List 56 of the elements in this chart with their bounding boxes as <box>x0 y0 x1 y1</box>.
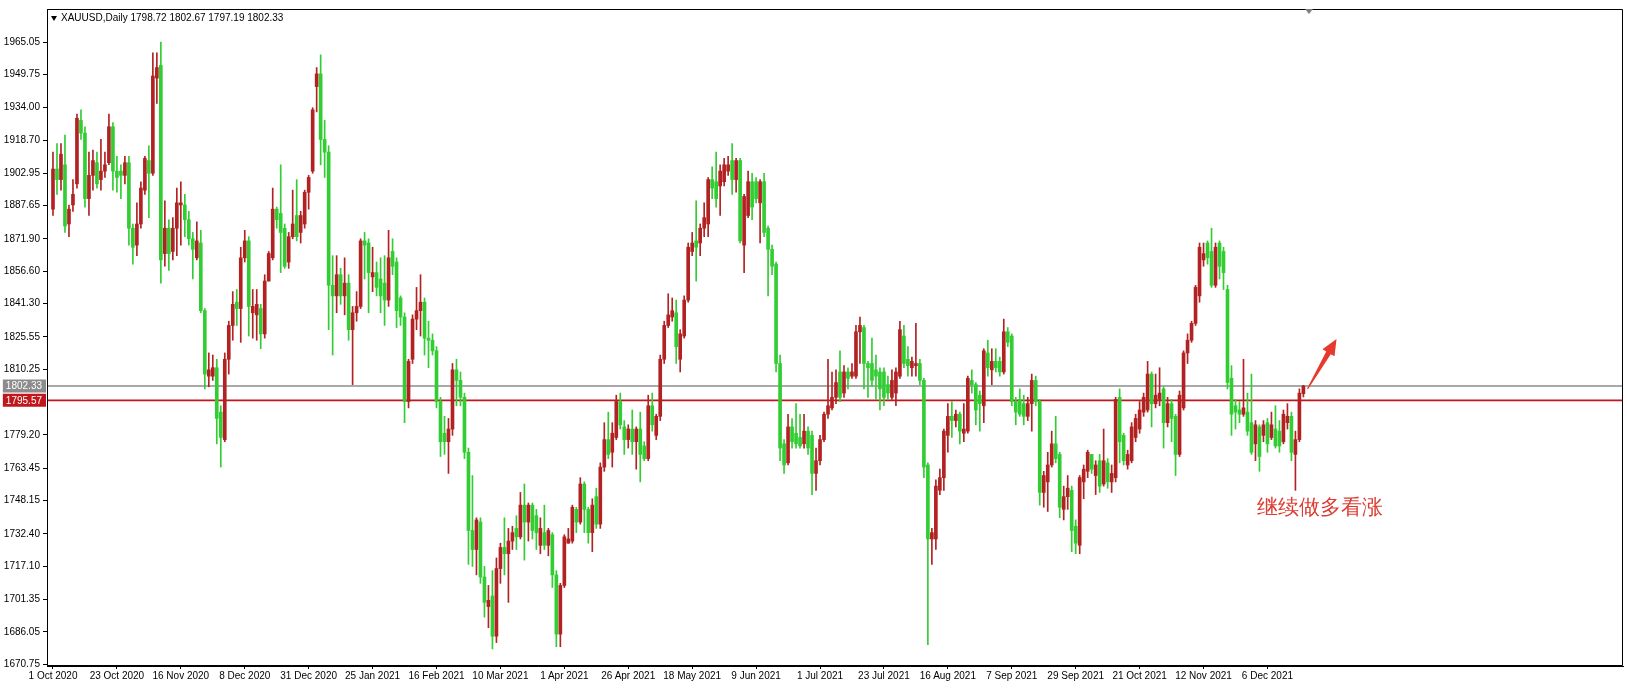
y-tick-label: 1763.45 <box>3 461 41 473</box>
candlestick <box>914 323 918 377</box>
y-tick-label: 1856.60 <box>3 265 41 277</box>
x-tick-label: 1 Oct 2020 <box>28 669 78 681</box>
x-tick-label: 16 Feb 2021 <box>408 669 466 681</box>
x-tick-label: 12 Nov 2021 <box>1175 669 1233 681</box>
x-tick-label: 25 Jan 2021 <box>345 669 401 681</box>
candlestick <box>250 289 255 339</box>
y-tick-label: 1934.00 <box>3 101 41 113</box>
annotation: 继续做多看涨 <box>1257 494 1384 519</box>
y-tick-label: 1841.30 <box>3 297 41 309</box>
candlestick <box>55 143 59 195</box>
y-tick-label: 1701.35 <box>3 593 41 605</box>
y-tick-label: 1887.65 <box>3 199 41 211</box>
x-tick-label: 18 May 2021 <box>663 669 722 681</box>
candlestick <box>989 348 994 385</box>
x-tick-label: 21 Oct 2021 <box>1112 669 1168 681</box>
x-tick-label: 29 Sep 2021 <box>1047 669 1105 681</box>
chart-title: XAUUSD,Daily 1798.72 1802.67 1797.19 1802.33 <box>61 11 284 23</box>
y-tick-label: 1748.15 <box>3 494 41 506</box>
x-tick-label: 16 Aug 2021 <box>919 669 977 681</box>
x-tick-label: 7 Sep 2021 <box>986 669 1038 681</box>
x-tick-label: 1 Apr 2021 <box>540 669 589 681</box>
ref-line-label: 1802.33 <box>5 380 43 392</box>
x-tick-label: 10 Mar 2021 <box>472 669 529 681</box>
y-tick-label: 1825.55 <box>3 330 41 342</box>
x-tick-label: 9 Jun 2021 <box>731 669 782 681</box>
y-tick-label: 1779.20 <box>3 428 41 440</box>
y-tick-label: 1670.75 <box>3 657 41 669</box>
candlestick <box>119 164 123 199</box>
x-tick-label: 26 Apr 2021 <box>601 669 656 681</box>
candlestick <box>99 139 103 191</box>
x-tick-label: 23 Oct 2020 <box>89 669 145 681</box>
y-tick-label: 1949.75 <box>3 68 41 80</box>
x-tick-label: 8 Dec 2020 <box>219 669 271 681</box>
candlestick <box>794 403 798 449</box>
x-tick-label: 6 Dec 2021 <box>1241 669 1294 681</box>
x-tick-label: 1 Jul 2021 <box>796 669 844 681</box>
x-tick-label: 23 Jul 2021 <box>858 669 911 681</box>
candlestick <box>278 164 283 273</box>
candlestick <box>234 289 239 326</box>
y-tick-label: 1871.90 <box>3 232 41 244</box>
x-tick-label: 16 Nov 2020 <box>152 669 210 681</box>
x-tick-label: 31 Dec 2020 <box>280 669 338 681</box>
candlestick <box>950 401 954 438</box>
y-tick-label: 1732.40 <box>3 527 41 539</box>
y-tick-label: 1810.25 <box>3 363 41 375</box>
candlestick <box>206 352 211 388</box>
ref-line-label: 1795.57 <box>5 394 43 406</box>
candlestick <box>254 289 259 341</box>
y-tick-label: 1902.95 <box>3 167 41 179</box>
candlestick <box>147 145 151 218</box>
y-tick-label: 1717.10 <box>3 559 41 571</box>
y-tick-label: 1686.05 <box>3 625 41 637</box>
y-tick-label: 1965.05 <box>3 35 41 47</box>
y-tick-label: 1918.70 <box>3 133 41 145</box>
